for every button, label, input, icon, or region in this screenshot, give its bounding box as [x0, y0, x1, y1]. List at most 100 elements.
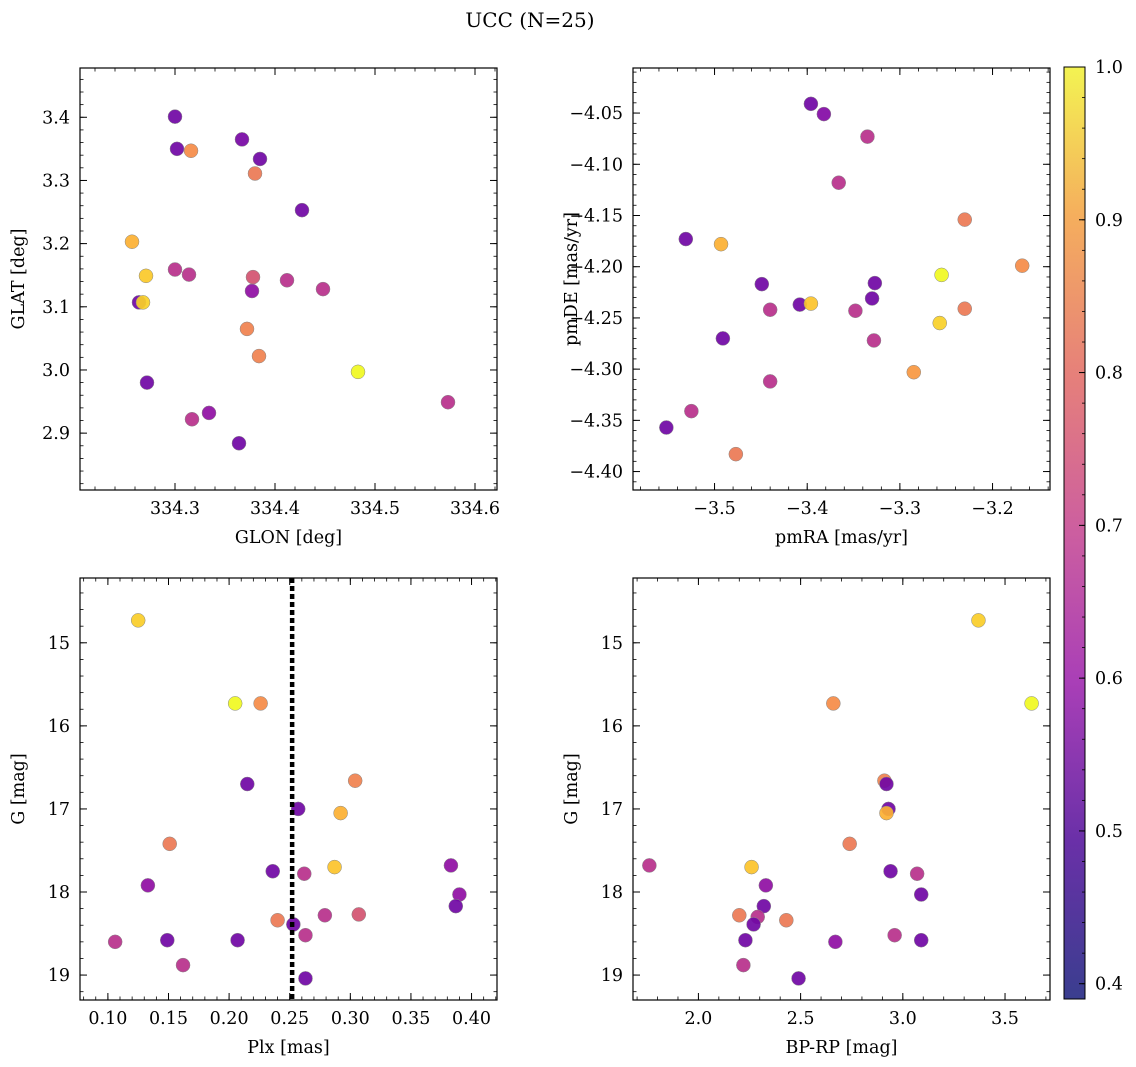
data-point [251, 348, 267, 364]
x-tick-label: 0.30 [331, 1009, 370, 1029]
data-point [659, 420, 674, 435]
data-point [678, 231, 694, 247]
x-tick-label: 0.35 [391, 1009, 430, 1029]
data-point [728, 446, 744, 462]
x-tick-label: 0.25 [270, 1009, 309, 1029]
plot-frame [79, 67, 498, 491]
data-point [642, 858, 657, 873]
data-point [1014, 258, 1030, 273]
y-axis-label: GLAT [deg] [9, 229, 29, 330]
colorbar-tick-label: 0.5 [1095, 822, 1123, 842]
colorbar-tick-label: 0.8 [1095, 364, 1123, 384]
data-point [124, 234, 140, 249]
data-point [167, 262, 183, 277]
data-point [169, 141, 185, 157]
data-point [201, 405, 217, 421]
data-point [298, 971, 313, 986]
y-tick-label: −4.05 [569, 104, 623, 124]
y-tick-label: −4.15 [569, 206, 623, 226]
y-tick-label: 15 [48, 634, 70, 654]
data-point [803, 296, 819, 311]
x-tick-label: −3.2 [971, 499, 1014, 519]
data-point [184, 411, 200, 427]
data-point [754, 276, 770, 292]
data-point [240, 776, 255, 792]
y-tick-label: 18 [48, 883, 70, 903]
y-tick-label: 3.1 [42, 298, 70, 318]
x-tick-label: 0.40 [452, 1009, 491, 1029]
data-point [906, 364, 922, 380]
data-point [744, 859, 759, 875]
x-tick-label: 3.5 [991, 1009, 1019, 1029]
x-tick-label: 2.0 [684, 1009, 712, 1029]
data-point [957, 301, 972, 316]
panel-2: −3.5 −3.4 −3.3 −3.2 −4.40 −4.35 −4.30 −4.25 −4.2… [562, 67, 1051, 548]
y-tick-label: 16 [48, 717, 70, 737]
colorbar-tick-label: 0.4 [1095, 975, 1123, 995]
x-tick-label: 0.15 [149, 1009, 188, 1029]
data-point [239, 321, 255, 337]
data-point [1024, 696, 1039, 711]
y-tick-label: 3.0 [42, 361, 70, 381]
data-point [758, 878, 774, 893]
data-point [831, 175, 846, 190]
data-point [107, 934, 123, 950]
data-point [333, 805, 348, 821]
data-point [816, 106, 832, 122]
figure-title: UCC (N=25) [465, 8, 594, 32]
data-point [245, 269, 261, 285]
data-point [713, 236, 729, 252]
data-point [231, 436, 247, 451]
data-point [443, 858, 459, 873]
plot-frame [632, 67, 1051, 491]
data-point [715, 331, 731, 346]
y-tick-label: 17 [48, 800, 70, 820]
x-tick-label: 334.3 [150, 499, 200, 519]
panel-4: 2.0 2.5 3.0 3.5 15 16 17 18 19 BP-RP [mag] G [mag] [562, 577, 1051, 1058]
data-point [140, 878, 156, 893]
y-tick-label: 15 [601, 634, 623, 654]
plot-frame [79, 577, 498, 1001]
y-tick-label: −4.40 [569, 463, 623, 483]
y-tick-label: 3.4 [42, 108, 70, 128]
x-tick-label: 3.0 [889, 1009, 917, 1029]
data-point [762, 302, 778, 317]
y-tick-label: −4.30 [569, 360, 623, 380]
data-point [879, 805, 894, 821]
data-point [265, 863, 280, 879]
y-tick-label: 19 [601, 966, 623, 986]
data-point [181, 267, 197, 282]
colorbar-tick-label: 0.7 [1095, 516, 1123, 536]
x-tick-label: 0.10 [88, 1009, 127, 1029]
data-point [448, 898, 464, 914]
data-point [270, 913, 285, 928]
x-tick-label: −3.3 [879, 499, 922, 519]
y-tick-label: −4.10 [569, 155, 623, 175]
data-point [828, 934, 843, 950]
scatter-points [107, 578, 467, 1000]
data-point [803, 96, 819, 112]
y-tick-label: 2.9 [42, 424, 70, 444]
data-point [883, 863, 898, 879]
data-point [234, 132, 250, 147]
data-point [247, 166, 263, 181]
data-point [139, 375, 155, 390]
data-point [932, 315, 947, 331]
y-tick-label: 19 [48, 966, 70, 986]
data-point [279, 273, 295, 288]
data-point [130, 613, 146, 628]
data-point [762, 374, 778, 389]
data-point [294, 202, 310, 218]
data-point [162, 836, 177, 852]
data-point [327, 859, 342, 875]
data-point [887, 927, 902, 943]
y-axis-label: pmDE [mas/yr] [562, 212, 582, 346]
data-point [298, 927, 313, 943]
data-point [315, 281, 331, 297]
data-point [175, 957, 191, 973]
scatter-points [642, 613, 1039, 986]
data-point [138, 268, 154, 284]
data-point [135, 295, 151, 310]
panel-1: 334.3 334.4 334.5 334.6 2.9 3.0 3.1 3.2 3.3 3.4 GL… [9, 67, 500, 548]
